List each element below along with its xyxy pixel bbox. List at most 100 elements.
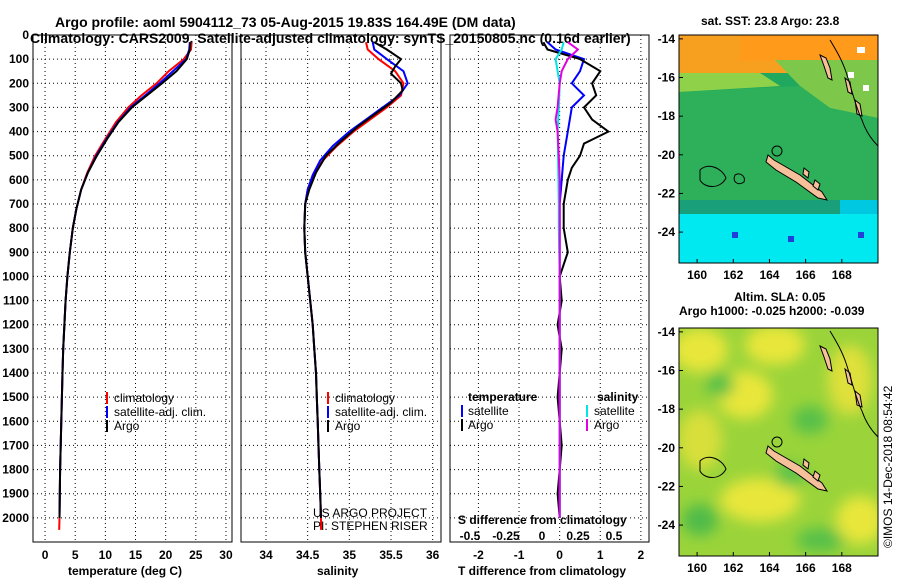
series-line	[546, 41, 586, 518]
loyalty-islands	[802, 458, 810, 470]
map-x-tick-label: 168	[832, 268, 852, 282]
sst-dark-pixel	[858, 232, 864, 238]
vanuatu-islands	[854, 389, 863, 408]
bathymetry-contour	[829, 39, 878, 147]
x-tick-label: 20	[159, 548, 173, 562]
x-tick-label: 10	[99, 548, 113, 562]
map-x-tick-label: 164	[759, 561, 779, 575]
salinity-series	[303, 41, 409, 530]
sla-high	[679, 328, 728, 372]
temperature-axis-label: temperature (deg C)	[68, 564, 182, 578]
legend-s-satellite-label: satellite	[594, 404, 635, 418]
temperature-series	[58, 42, 193, 530]
salinity-frame	[240, 34, 442, 543]
series-line	[58, 42, 191, 518]
map-y-tick-label: -22	[658, 186, 676, 200]
legend-climatology-label: climatology	[335, 391, 395, 405]
y-tick-label: 1700	[2, 438, 29, 452]
legend-temperature-title: temperature	[468, 390, 538, 404]
legend-satellite-label: satellite-adj. clim.	[114, 405, 206, 419]
x-tick-label: 25	[189, 548, 203, 562]
sst-missing-pixel	[848, 72, 854, 78]
x-tick-label: -1	[514, 548, 525, 562]
series-line	[303, 41, 409, 518]
sla-high	[745, 328, 805, 365]
legend-t-argo-label: Argo	[468, 418, 494, 432]
sst-cool-band	[679, 200, 878, 214]
map-y-tick-label: -20	[658, 148, 676, 162]
map-y-tick-label: -24	[658, 518, 676, 532]
x-tick-label-top: -0.5	[460, 529, 481, 543]
sla-map-subtitle: Argo h1000: -0.025 h2000: -0.039	[679, 304, 865, 318]
sst-map-ticks: 160 162 164 166 168 -14 -16 -18 -20 -22 -24	[658, 32, 852, 282]
x-tick-label-top: 0	[539, 529, 546, 543]
x-tick-label: 30	[219, 548, 233, 562]
sla-low	[706, 373, 734, 397]
s-difference-tick-labels: -0.5 -0.25 0 0.25 0.5	[460, 529, 623, 543]
x-tick-label: 0	[42, 548, 49, 562]
difference-legend-right: salinity satellite Argo	[586, 390, 639, 432]
y-tick-label: 1800	[2, 463, 29, 477]
legend-t-satellite-label: satellite	[468, 404, 509, 418]
map-y-tick-label: -24	[658, 225, 676, 239]
x-tick-label-top: 0.25	[566, 529, 590, 543]
sla-high	[720, 478, 800, 522]
sst-warmest-band	[740, 35, 878, 61]
reef-contour	[699, 165, 727, 187]
y-tick-label: 900	[9, 245, 29, 259]
map-x-tick-label: 162	[723, 268, 743, 282]
legend-salinity-title: salinity	[597, 390, 639, 404]
x-tick-label: 0	[556, 548, 563, 562]
sst-main-band	[679, 86, 878, 200]
salinity-tick-labels: 34 34.5 35 35.5 36	[259, 548, 439, 562]
difference-frame	[449, 34, 650, 543]
vanuatu-islands	[819, 344, 833, 372]
y-tick-label: 2000	[2, 511, 29, 525]
x-tick-label: 34	[259, 548, 273, 562]
difference-series	[542, 41, 611, 518]
difference-panel: -2 -1 0 1 2 -0.5 -0.25 0 0.25 0.5 S difference f…	[449, 34, 650, 578]
new-caledonia-island	[765, 154, 829, 201]
y-tick-label: 300	[9, 100, 29, 114]
y-tick-label: 500	[9, 149, 29, 163]
sla-low	[792, 406, 828, 434]
sla-low	[796, 528, 844, 552]
legend-climatology-label: climatology	[114, 391, 174, 405]
legend-argo-label: Argo	[335, 419, 361, 433]
loyalty-islands	[812, 179, 821, 191]
map-x-tick-label: 166	[796, 561, 816, 575]
series-line	[303, 41, 404, 518]
map-y-tick-label: -16	[658, 71, 676, 85]
t-difference-axis-label: T difference from climatology	[458, 564, 626, 578]
y-tick-label: 1300	[2, 342, 29, 356]
salinity-legend: climatology satellite-adj. clim. Argo	[327, 391, 427, 433]
map-x-tick-label: 166	[796, 268, 816, 282]
temperature-legend: climatology satellite-adj. clim. Argo	[106, 391, 206, 433]
x-tick-label: 5	[72, 548, 79, 562]
y-tick-label: 100	[9, 52, 29, 66]
x-tick-label-top: -0.25	[492, 529, 520, 543]
map-x-tick-label: 168	[832, 561, 852, 575]
new-caledonia-island	[765, 445, 829, 492]
map-y-tick-label: -18	[658, 402, 676, 416]
temperature-grid	[33, 34, 232, 542]
s-difference-axis-label: S difference from climatology	[458, 513, 627, 527]
map-y-tick-label: -18	[658, 109, 676, 123]
y-tick-label: 200	[9, 76, 29, 90]
sst-map-panel: sat. SST: 23.8 Argo: 23.8	[658, 14, 879, 282]
y-tick-label: 800	[9, 221, 29, 235]
x-tick-label: 2	[638, 548, 645, 562]
map-y-tick-label: -20	[658, 441, 676, 455]
sst-dark-pixel	[788, 236, 794, 242]
y-tick-label: 600	[9, 173, 29, 187]
series-line	[542, 41, 611, 518]
sst-map-title: sat. SST: 23.8 Argo: 23.8	[701, 14, 840, 28]
figure-title-line2: Climatology: CARS2009. Satellite-adjuste…	[30, 30, 631, 46]
reef-contour	[733, 173, 745, 185]
legend-argo-label: Argo	[114, 419, 140, 433]
t-difference-tick-labels: -2 -1 0 1 2	[473, 548, 644, 562]
legend-s-argo-label: Argo	[594, 418, 620, 432]
y-tick-label: 1900	[2, 487, 29, 501]
y-tick-label: 1100	[3, 294, 29, 308]
